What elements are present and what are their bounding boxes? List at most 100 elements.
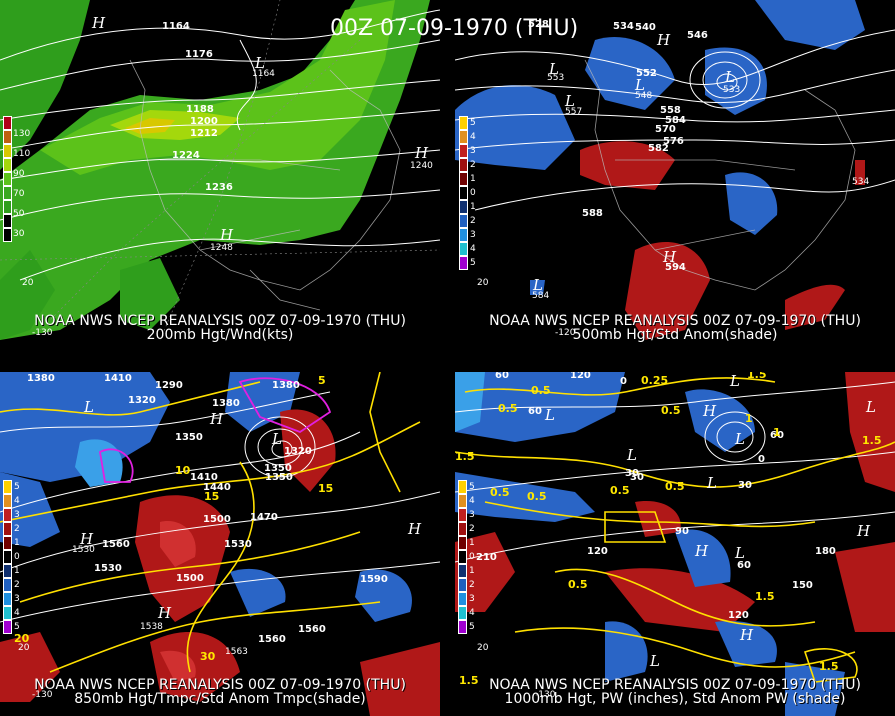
legend-std-anomaly — [459, 116, 469, 270]
contour-label: 533 — [723, 85, 740, 95]
temp-label: 30 — [200, 650, 216, 663]
contour-label: 60 — [770, 430, 784, 441]
legend-swatch — [3, 480, 12, 494]
panel-caption-line2: 200mb Hgt/Wnd(kts) — [146, 327, 294, 343]
panel-500mb-height-anomaly: 528 534 540 546 552 558 570 576 582 584 … — [455, 0, 895, 344]
pw-label: 0.5 — [498, 402, 518, 415]
panel-caption-line1: NOAA NWS NCEP REANALYSIS 00Z 07-09-1970 … — [489, 313, 861, 329]
legend-labels: 130 110 90 70 50 30 — [13, 129, 31, 239]
contour-label: 1538 — [140, 622, 163, 632]
legend-labels: 5 4 3 2 1 0 1 2 3 4 5 — [469, 482, 475, 632]
legend-swatch — [3, 508, 12, 522]
contour-label: 1320 — [284, 446, 312, 457]
lat-label: 20 — [18, 643, 30, 653]
low-pressure-mark: L — [729, 372, 740, 390]
legend-swatch — [459, 144, 468, 158]
pw-label: 0.5 — [490, 486, 510, 499]
high-pressure-mark: H — [91, 14, 106, 32]
contour-label: 594 — [665, 262, 686, 273]
contour-label: 1500 — [203, 514, 231, 525]
legend-swatch — [3, 214, 12, 228]
contour-label: 1590 — [360, 574, 388, 585]
legend-labels: 5 4 3 2 1 0 1 2 3 4 5 — [14, 482, 20, 632]
map-200mb: 1164 1176 1188 1200 1212 1224 1236 1248 … — [0, 0, 440, 341]
contour-label: 1176 — [185, 49, 213, 60]
pw-label: 0.5 — [665, 480, 685, 493]
legend-swatch — [3, 228, 12, 242]
legend-wind-speed — [3, 116, 13, 242]
contour-label: 120 — [570, 372, 591, 381]
legend-swatch — [3, 578, 12, 592]
legend-swatch — [3, 522, 12, 536]
contour-label: 1248 — [210, 243, 233, 253]
pw-label: 0.5 — [527, 490, 547, 503]
contour-label: 557 — [565, 107, 582, 117]
legend-swatch — [3, 200, 12, 214]
pw-label: 0.5 — [531, 384, 551, 397]
pw-label: 1.5 — [862, 434, 882, 447]
high-pressure-mark: H — [407, 520, 422, 538]
contour-label: 534 — [613, 21, 634, 32]
low-pressure-mark: L — [532, 276, 543, 294]
lon-label: -130 — [32, 328, 53, 338]
low-pressure-mark: L — [634, 76, 645, 94]
pw-label: 1.5 — [455, 450, 475, 463]
map-1000mb: 60 120 0 60 30 90 120 150 180 210 120 60… — [455, 372, 895, 716]
contour-label: 576 — [663, 136, 684, 147]
panel-caption-line1: NOAA NWS NCEP REANALYSIS 00Z 07-09-1970 … — [34, 313, 406, 329]
main-title: 00Z 07-09-1970 (THU) — [330, 16, 579, 41]
temp-label: 20 — [14, 632, 30, 645]
contour-label: 90 — [675, 526, 689, 537]
lat-label: 20 — [477, 643, 489, 653]
contour-label: 1320 — [128, 395, 156, 406]
legend-std-anomaly — [458, 480, 468, 634]
contour-label: 150 — [792, 580, 813, 591]
legend-swatch — [3, 606, 12, 620]
panel-caption-line2: 1000mb Hgt, PW (inches), Std Anom PW (sh… — [504, 691, 846, 707]
lat-label: 20 — [22, 278, 34, 288]
contour-label: 1224 — [172, 150, 200, 161]
contour-label: 120 — [587, 546, 608, 557]
pw-label: 1 — [745, 412, 753, 425]
contour-label: 0 — [758, 454, 765, 465]
legend-swatch — [3, 494, 12, 508]
contour-label: 1560 — [258, 634, 286, 645]
pressure-value: 1240 — [410, 161, 433, 171]
legend-swatch — [458, 536, 467, 550]
high-pressure-mark: H — [702, 402, 717, 420]
contour-label: 1410 — [190, 472, 218, 483]
legend-swatch — [3, 130, 12, 144]
contour-label: 120 — [728, 610, 749, 621]
low-pressure-mark: L — [544, 406, 555, 424]
contour-label: 60 — [528, 406, 542, 417]
low-pressure-mark: L — [271, 430, 282, 448]
legend-swatch — [458, 564, 467, 578]
legend-swatch — [458, 550, 467, 564]
contour-label: 584 — [665, 115, 686, 126]
contour-label: 1530 — [72, 545, 95, 555]
high-pressure-mark: H — [79, 530, 94, 548]
temp-label: 15 — [318, 482, 333, 495]
pw-label: 0.25 — [641, 374, 668, 387]
contour-label: 1350 — [264, 463, 292, 474]
contour-label: 1563 — [225, 647, 248, 657]
legend-swatch — [459, 214, 468, 228]
contour-label: 1236 — [205, 182, 233, 193]
low-pressure-mark: L — [548, 60, 559, 78]
legend-swatch — [459, 256, 468, 270]
pw-label: 1 — [773, 426, 781, 439]
legend-swatch — [459, 186, 468, 200]
legend-swatch — [459, 158, 468, 172]
contour-label: 30 — [738, 480, 752, 491]
high-pressure-mark: H — [219, 226, 234, 244]
contour-label: 1164 — [252, 69, 275, 79]
legend-swatch — [458, 494, 467, 508]
contour-label: 1410 — [104, 373, 132, 384]
contour-label: 1530 — [224, 539, 252, 550]
legend-swatch — [3, 550, 12, 564]
pw-label: 0.5 — [568, 578, 588, 591]
contour-label: 30 — [625, 468, 639, 479]
temp-label: 15 — [204, 490, 219, 503]
contour-label: 548 — [635, 91, 652, 101]
panel-caption-line1: NOAA NWS NCEP REANALYSIS 00Z 07-09-1970 … — [489, 677, 861, 693]
